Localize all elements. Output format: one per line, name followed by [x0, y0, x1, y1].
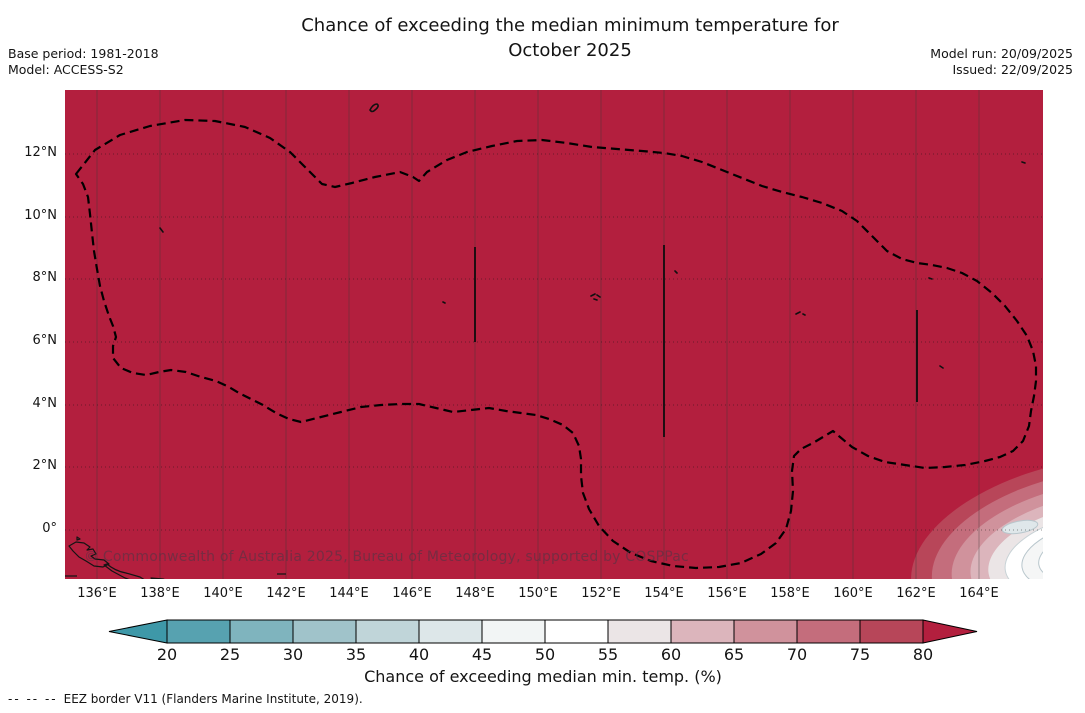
base-period-text: Base period: 1981-2018	[8, 46, 159, 61]
colorbar-bands	[166, 619, 924, 644]
contour-band	[1038, 527, 1043, 579]
colorbar-tick-label: 65	[723, 645, 745, 664]
colorbar-band-45-50	[481, 619, 546, 644]
colorbar-band-50-55	[544, 619, 609, 644]
issued-text: Issued: 22/09/2025	[952, 61, 1074, 77]
y-tick-label: 6°N	[32, 333, 58, 348]
colorbar-tick-label: 30	[282, 645, 304, 664]
colorbar	[108, 619, 978, 644]
colorbar-left-arrow	[108, 619, 168, 644]
colorbar-tick-label: 25	[219, 645, 241, 664]
x-tick-label: 144°E	[329, 586, 369, 601]
colorbar-band-25-30	[229, 619, 294, 644]
colorbar-band-40-45	[418, 619, 483, 644]
colorbar-tick-label: 50	[534, 645, 556, 664]
colorbar-band-30-35	[292, 619, 357, 644]
x-tick-label: 164°E	[959, 586, 999, 601]
x-tick-label: 160°E	[833, 586, 873, 601]
eez-border	[74, 118, 1038, 570]
run-info-left: Base period: 1981-2018 Model: ACCESS-S2	[8, 46, 159, 77]
y-tick-label: 12°N	[24, 145, 57, 160]
gridlines-vertical	[96, 90, 980, 579]
x-tick-label: 146°E	[392, 586, 432, 601]
colorbar-band-55-60	[607, 619, 672, 644]
x-tick-label: 154°E	[644, 586, 684, 601]
colorbar-tick-label: 40	[408, 645, 430, 664]
colorbar-band-75-80	[859, 619, 924, 644]
colorbar-tick-label: 75	[849, 645, 871, 664]
x-tick-label: 142°E	[266, 586, 306, 601]
colorbar-label: Chance of exceeding median min. temp. (%…	[364, 667, 722, 686]
colorbar-tick-label: 80	[912, 645, 934, 664]
eez-internal-borders	[474, 245, 918, 437]
coastline	[65, 536, 286, 579]
island-marks	[159, 103, 1026, 369]
contour-band	[1004, 510, 1043, 579]
x-tick-label: 140°E	[203, 586, 243, 601]
page-title-line1: Chance of exceeding the median minimum t…	[301, 15, 839, 36]
colorbar-band-20-25	[166, 619, 231, 644]
colorbar-tick-label: 35	[345, 645, 367, 664]
footer-legend: -- -- -- EEZ border V11 (Flanders Marine …	[8, 692, 363, 706]
colorbar-tick-label: 45	[471, 645, 493, 664]
colorbar-band-60-65	[670, 619, 735, 644]
colorbar-tick-label: 70	[786, 645, 808, 664]
colorbar-tick-label: 20	[156, 645, 178, 664]
y-tick-label: 10°N	[24, 208, 57, 223]
x-tick-label: 162°E	[896, 586, 936, 601]
y-tick-label: 4°N	[32, 396, 58, 411]
x-tick-label: 150°E	[518, 586, 558, 601]
colorbar-band-65-70	[733, 619, 798, 644]
colorbar-right-arrow	[922, 619, 978, 644]
colorbar-tick-label: 55	[597, 645, 619, 664]
colorbar-band-35-40	[355, 619, 420, 644]
contour-band	[1021, 518, 1043, 579]
x-tick-label: 152°E	[581, 586, 621, 601]
contour-bands	[911, 455, 1043, 579]
x-tick-label: 148°E	[455, 586, 495, 601]
x-tick-label: 158°E	[770, 586, 810, 601]
x-tick-label: 138°E	[140, 586, 180, 601]
model-run-text: Model run: 20/09/2025	[930, 46, 1073, 61]
eez-dash-sample: -- -- --	[8, 692, 58, 706]
model-text: Model: ACCESS-S2	[8, 61, 124, 77]
page-title-line2: October 2025	[508, 40, 632, 61]
gridlines-horizontal	[65, 153, 1043, 531]
y-tick-label: 2°N	[32, 458, 58, 473]
map-canvas	[65, 90, 1043, 579]
footer-legend-text: EEZ border V11 (Flanders Marine Institut…	[63, 692, 363, 706]
x-tick-label: 156°E	[707, 586, 747, 601]
y-tick-label: 8°N	[32, 270, 58, 285]
y-tick-label: 0°	[42, 521, 57, 536]
contour-band	[1001, 519, 1039, 535]
colorbar-band-70-75	[796, 619, 861, 644]
x-tick-label: 136°E	[77, 586, 117, 601]
page-title: Chance of exceeding the median minimum t…	[55, 13, 1085, 63]
run-info-right: Model run: 20/09/2025 Issued: 22/09/2025	[930, 46, 1073, 77]
colorbar-tick-label: 60	[660, 645, 682, 664]
map-fill	[65, 90, 1043, 579]
